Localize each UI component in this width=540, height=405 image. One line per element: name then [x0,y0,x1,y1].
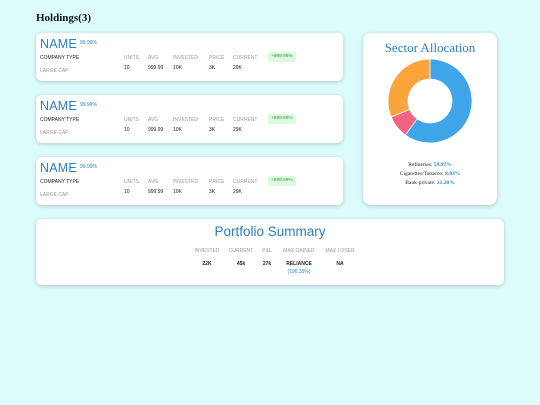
summary-max-gainer-header: MAX GAINER [283,248,315,254]
current-header: CURRENT [233,55,258,61]
holding-name: NAME [40,99,77,113]
summary-invested-header: INVESTED [194,248,220,254]
summary-max-loser-value: NA [336,261,344,267]
legend-item: Bank-private: 31.20% [363,179,497,188]
holding-percent: 99.99% [80,102,97,108]
change-badge: +999.99% [268,114,296,124]
price-header: PRICE [209,179,225,185]
sector-allocation-title: Sector Allocation [384,40,476,55]
summary-pnl: P&L 27k [258,248,276,267]
current-column: CURRENT 29K [233,55,257,71]
company-type: COMPANY TYPE [40,179,80,185]
legend-label: Cigarettes/Tobacco: [399,171,444,177]
avg-value: 999.99 [148,189,164,195]
units-value: 10 [124,65,130,71]
price-value: 3K [209,127,216,133]
market-cap: LARGE CAP [40,68,69,74]
donut-slice [404,58,473,144]
current-header: CURRENT [233,117,258,123]
units-column: UNITS 10 [124,179,139,195]
units-value: 10 [124,189,130,195]
holding-card[interactable]: NAME 99.99% COMPANY TYPE LARGE CAP UNITS… [36,95,343,143]
current-header: CURRENT [233,179,258,185]
holding-card[interactable]: NAME 99.99% COMPANY TYPE LARGE CAP UNITS… [36,33,343,81]
units-header: UNITS [124,55,139,61]
avg-value: 999.99 [148,127,164,133]
current-column: CURRENT 29K [233,117,257,133]
holding-card[interactable]: NAME 99.99% COMPANY TYPE LARGE CAP UNITS… [36,157,343,205]
price-header: PRICE [209,55,225,61]
avg-value: 999.99 [148,65,164,71]
current-value: 29K [233,65,242,71]
summary-max-loser-header: MAX LOSER [325,248,355,254]
units-header: UNITS [124,179,139,185]
invested-header: INVESTED [173,117,199,123]
legend-label: Bank-private: [405,180,436,186]
company-type: COMPANY TYPE [40,117,80,123]
invested-value: 10K [173,189,182,195]
units-column: UNITS 10 [124,55,139,71]
legend-item: Cigarettes/Tobacco: 8.83% [363,170,497,179]
portfolio-summary-title: Portfolio Summary [214,224,326,239]
invested-column: INVESTED 10K [173,117,198,133]
summary-max-gainer: MAX GAINER RELIANCE (196.35%) [279,248,319,275]
price-column: PRICE 3K [209,117,224,133]
summary-pnl-header: P&L [262,248,272,254]
invested-column: INVESTED 10K [173,55,198,71]
price-value: 3K [209,189,216,195]
donut-slice [387,58,431,118]
avg-column: AVG 999.99 [148,179,163,195]
avg-header: AVG [148,179,159,185]
invested-value: 10K [173,127,182,133]
portfolio-summary-card: Portfolio Summary INVESTED 22K CURRENT 45k… [36,219,504,285]
summary-current-value: 45k [236,261,246,267]
change-badge: +999.99% [268,176,296,186]
page-title: Holdings(3) [36,12,92,24]
avg-column: AVG 999.99 [148,117,163,133]
current-column: CURRENT 29K [233,179,257,195]
legend-value: 59.97% [433,162,452,168]
sector-donut-chart [387,58,473,144]
avg-header: AVG [148,55,159,61]
units-column: UNITS 10 [124,117,139,133]
summary-max-gainer-change: (196.35%) [287,269,311,275]
summary-invested: INVESTED 22K [192,248,222,267]
current-value: 29K [233,189,242,195]
holding-name: NAME [40,161,77,175]
units-value: 10 [124,127,130,133]
market-cap: LARGE CAP [40,192,69,198]
holding-name: NAME [40,37,77,51]
summary-current-header: CURRENT [228,248,254,254]
sector-legend: Refineries: 59.97% Cigarettes/Tobacco: 8… [363,161,497,188]
legend-label: Refineries: [408,162,433,168]
invested-column: INVESTED 10K [173,179,198,195]
invested-header: INVESTED [173,55,199,61]
holding-percent: 99.99% [80,40,97,46]
change-badge: +999.99% [268,52,296,62]
avg-column: AVG 999.99 [148,55,163,71]
avg-header: AVG [148,117,159,123]
summary-current: CURRENT 45k [226,248,256,267]
summary-max-loser: MAX LOSER NA [322,248,358,267]
price-header: PRICE [209,117,225,123]
price-column: PRICE 3K [209,55,224,71]
legend-value: 31.20% [436,180,455,186]
holding-percent: 99.99% [80,164,97,170]
price-column: PRICE 3K [209,179,224,195]
invested-header: INVESTED [173,179,199,185]
market-cap: LARGE CAP [40,130,69,136]
invested-value: 10K [173,65,182,71]
company-type: COMPANY TYPE [40,55,80,61]
summary-invested-value: 22K [202,261,212,267]
price-value: 3K [209,65,216,71]
legend-value: 8.83% [445,171,461,177]
sector-allocation-card: Sector Allocation Refineries: 59.97% Cig… [363,33,497,205]
current-value: 29K [233,127,242,133]
summary-pnl-value: 27k [262,261,272,267]
legend-item: Refineries: 59.97% [363,161,497,170]
summary-max-gainer-value: RELIANCE [286,261,312,267]
units-header: UNITS [124,117,139,123]
